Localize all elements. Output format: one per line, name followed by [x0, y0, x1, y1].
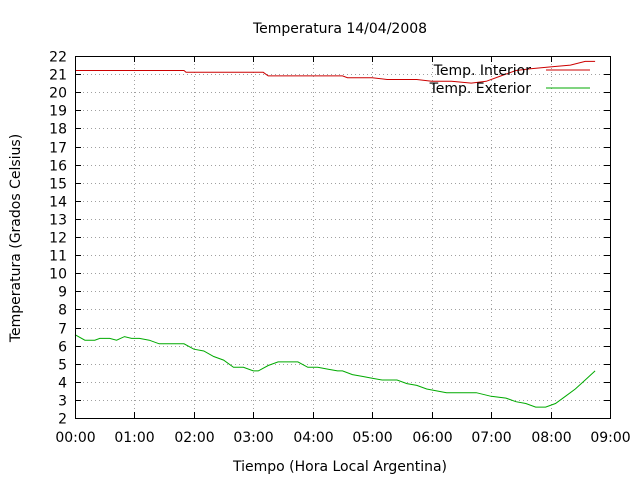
series-line-temp-interior [75, 60, 596, 84]
y-tick-label: 5 [58, 358, 67, 374]
y-tick-label: 6 [58, 340, 67, 356]
x-tick-label: 07:00 [471, 430, 511, 446]
y-tick-label: 17 [49, 141, 67, 157]
y-tick-label: 8 [58, 303, 67, 319]
chart-title: Temperatura 14/04/2008 [252, 21, 427, 37]
y-axis-label: Temperatura (Grados Celsius) [8, 134, 24, 343]
y-tick-label: 15 [49, 177, 67, 193]
x-axis-tick-labels: 00:00 01:00 02:00 03:00 04:00 05:00 06:00 07:00… [55, 430, 630, 446]
x-tick-label: 05:00 [352, 430, 392, 446]
x-tick-label: 04:00 [293, 430, 333, 446]
x-tick-label: 02:00 [174, 430, 214, 446]
y-tick-label: 16 [49, 159, 67, 175]
axis-ticks [75, 56, 611, 419]
y-tick-label: 22 [49, 50, 67, 66]
legend-label: Temp. Exterior [429, 81, 532, 97]
grid-lines [75, 56, 610, 418]
y-tick-label: 11 [49, 249, 67, 265]
y-tick-label: 7 [58, 322, 67, 338]
legend: Temp. Interior Temp. Exterior [429, 63, 590, 97]
y-tick-label: 10 [49, 267, 67, 283]
series-line-temp-exterior [74, 334, 596, 408]
legend-label: Temp. Interior [433, 63, 532, 79]
y-tick-label: 4 [58, 376, 67, 392]
x-axis-label: Tiempo (Hora Local Argentina) [232, 459, 447, 475]
y-tick-label: 13 [49, 213, 67, 229]
y-tick-label: 9 [58, 285, 67, 301]
y-tick-label: 3 [58, 394, 67, 410]
y-tick-label: 14 [49, 195, 67, 211]
y-tick-label: 21 [49, 68, 67, 84]
x-tick-label: 00:00 [55, 430, 95, 446]
y-tick-label: 19 [49, 104, 67, 120]
y-axis-tick-labels: 2 3 4 5 6 7 8 9 10 11 12 13 14 15 16 17 18 19 20 21 22 [49, 50, 67, 428]
x-tick-label: 08:00 [531, 430, 571, 446]
x-tick-label: 09:00 [590, 430, 630, 446]
series-layer [74, 60, 596, 408]
y-tick-label: 18 [49, 122, 67, 138]
x-tick-label: 03:00 [233, 430, 273, 446]
y-tick-label: 20 [49, 86, 67, 102]
x-tick-label: 01:00 [114, 430, 154, 446]
y-tick-label: 12 [49, 231, 67, 247]
y-tick-label: 2 [58, 412, 67, 428]
x-tick-label: 06:00 [412, 430, 452, 446]
